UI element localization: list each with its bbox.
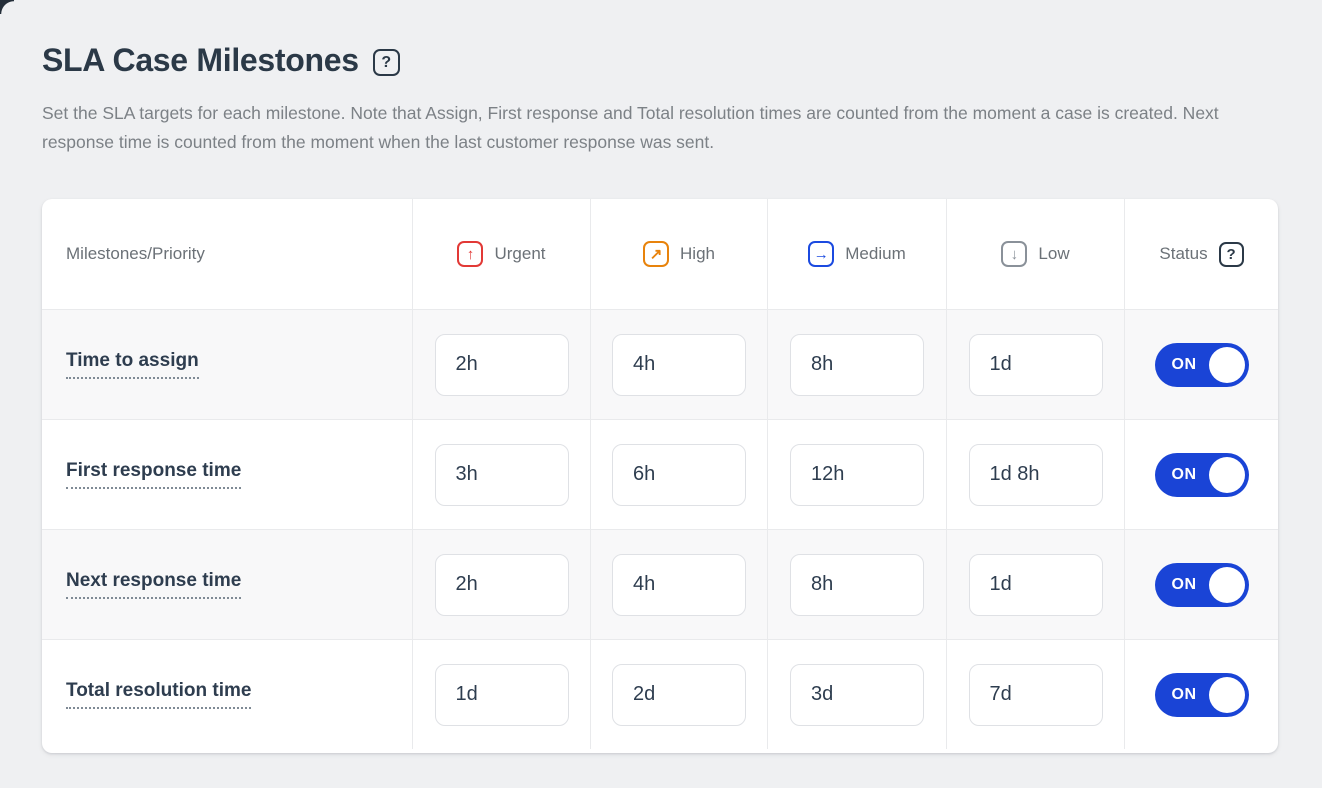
toggle-on-label: ON bbox=[1171, 355, 1197, 373]
arrow-right-icon: → bbox=[808, 241, 835, 267]
milestone-first-response-time[interactable]: First response time bbox=[66, 460, 242, 489]
toggle-knob bbox=[1208, 456, 1245, 493]
arrow-up-right-icon: ↗ bbox=[643, 241, 670, 267]
status-help-icon[interactable]: ? bbox=[1218, 241, 1244, 267]
status-toggle[interactable]: ON bbox=[1154, 562, 1249, 607]
medium-input[interactable] bbox=[790, 333, 924, 396]
toggle-on-label: ON bbox=[1171, 465, 1197, 483]
toggle-knob bbox=[1208, 346, 1245, 383]
header-medium: → Medium bbox=[768, 199, 947, 309]
header-low: ↓ Low bbox=[947, 199, 1125, 309]
high-input[interactable] bbox=[612, 663, 746, 726]
urgent-input[interactable] bbox=[434, 553, 569, 616]
high-input[interactable] bbox=[612, 443, 746, 506]
header-label: Urgent bbox=[494, 244, 546, 263]
table-row: Next response time ON bbox=[42, 529, 1278, 639]
sla-milestones-table: Milestones/Priority ↑ Urgent ↗ High → Me… bbox=[42, 199, 1278, 753]
header-label: Low bbox=[1038, 244, 1070, 263]
urgent-input[interactable] bbox=[434, 333, 569, 396]
status-toggle[interactable]: ON bbox=[1154, 452, 1249, 497]
sla-settings-page: SLA Case Milestones ? Set the SLA target… bbox=[42, 42, 1280, 753]
status-toggle[interactable]: ON bbox=[1154, 342, 1249, 387]
milestone-next-response-time[interactable]: Next response time bbox=[66, 570, 242, 599]
low-input[interactable] bbox=[968, 663, 1103, 726]
header-label: Medium bbox=[845, 244, 906, 263]
header-label: High bbox=[680, 244, 715, 263]
medium-input[interactable] bbox=[790, 553, 924, 616]
page-header: SLA Case Milestones ? bbox=[42, 42, 1280, 79]
header-label: Milestones/Priority bbox=[66, 244, 205, 263]
status-toggle[interactable]: ON bbox=[1154, 672, 1249, 717]
urgent-input[interactable] bbox=[434, 443, 569, 506]
table-row: Time to assign ON bbox=[42, 309, 1278, 419]
toggle-on-label: ON bbox=[1171, 575, 1197, 593]
low-input[interactable] bbox=[968, 443, 1103, 506]
high-input[interactable] bbox=[612, 553, 746, 616]
medium-input[interactable] bbox=[790, 443, 924, 506]
arrow-down-icon: ↓ bbox=[1001, 241, 1028, 267]
low-input[interactable] bbox=[968, 553, 1103, 616]
high-input[interactable] bbox=[612, 333, 746, 396]
table-row: Total resolution time ON bbox=[42, 639, 1278, 749]
title-help-icon[interactable]: ? bbox=[372, 49, 400, 76]
window-corner-artifact bbox=[0, 0, 14, 14]
page-description: Set the SLA targets for each milestone. … bbox=[42, 103, 1219, 152]
toggle-on-label: ON bbox=[1171, 685, 1197, 703]
header-high: ↗ High bbox=[591, 199, 768, 309]
table-row: First response time ON bbox=[42, 419, 1278, 529]
page-title: SLA Case Milestones bbox=[42, 42, 359, 78]
arrow-up-icon: ↑ bbox=[457, 241, 484, 267]
header-label: Status bbox=[1159, 244, 1208, 263]
header-milestones-priority: Milestones/Priority bbox=[42, 199, 413, 309]
toggle-knob bbox=[1208, 566, 1245, 603]
milestone-time-to-assign[interactable]: Time to assign bbox=[66, 350, 199, 379]
medium-input[interactable] bbox=[790, 663, 924, 726]
milestone-total-resolution-time[interactable]: Total resolution time bbox=[66, 680, 252, 709]
header-urgent: ↑ Urgent bbox=[413, 199, 591, 309]
table-header-row: Milestones/Priority ↑ Urgent ↗ High → Me… bbox=[42, 199, 1278, 309]
low-input[interactable] bbox=[968, 333, 1103, 396]
toggle-knob bbox=[1208, 676, 1245, 713]
urgent-input[interactable] bbox=[434, 663, 569, 726]
header-status: Status ? bbox=[1125, 199, 1278, 309]
